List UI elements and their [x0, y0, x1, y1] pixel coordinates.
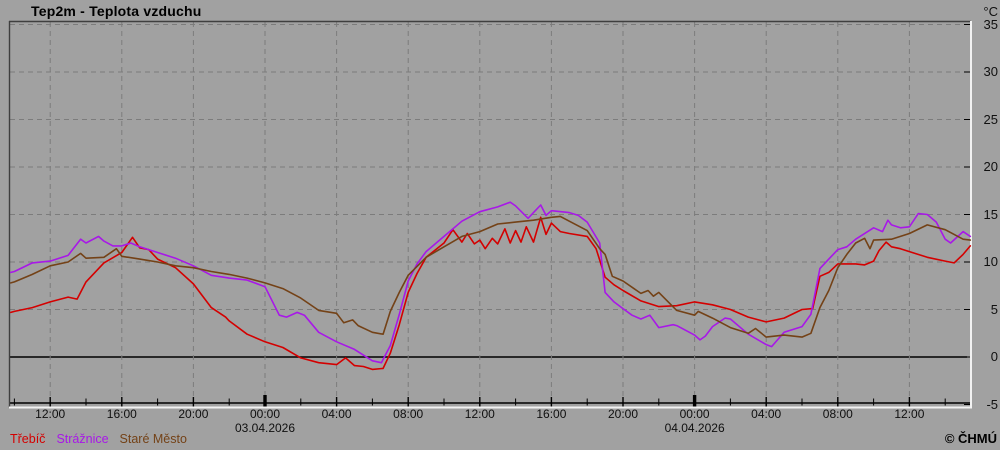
x-tick-label: 00:00: [679, 407, 710, 421]
x-tick-label: 00:00: [249, 407, 281, 421]
x-tick-label: 12:00: [464, 407, 495, 421]
y-tick-label: 30: [983, 64, 998, 79]
series-line-straznice: [10, 201, 972, 364]
y-tick-label: 0: [990, 349, 998, 364]
legend-item-stare-mesto: Staré Město: [119, 432, 187, 446]
x-tick-label: 20:00: [178, 407, 209, 421]
x-tick-label: 16:00: [536, 407, 567, 421]
y-tick-label: 10: [983, 254, 998, 269]
x-tick-label: 08:00: [822, 407, 853, 421]
y-axis-unit-label: °C: [983, 4, 998, 19]
x-tick-label: 04:00: [751, 407, 782, 421]
chart-title: Tep2m - Teplota vzduchu: [31, 3, 202, 19]
y-tick-label: 20: [983, 159, 998, 174]
x-tick-label: 12:00: [35, 407, 66, 421]
y-tick-label: -5: [986, 396, 998, 412]
x-tick-label: 04:00: [321, 407, 352, 421]
legend-item-straznice: Strážnice: [56, 432, 109, 446]
legend-item-trebic: Třebíč: [10, 432, 46, 446]
y-tick-label: 15: [983, 206, 998, 222]
x-tick-label: 08:00: [393, 407, 424, 421]
date-label: 03.04.2026: [234, 421, 296, 435]
legend: Třebíč Strážnice Staré Město: [10, 432, 187, 446]
series-line-trebic: [10, 216, 972, 371]
y-tick-label: 35: [983, 16, 998, 32]
x-tick-label: 20:00: [607, 407, 639, 421]
x-tick-label: 12:00: [894, 407, 925, 421]
x-tick-label: 16:00: [106, 407, 137, 421]
y-tick-label: 5: [990, 301, 998, 317]
date-label: 04.04.2026: [664, 421, 725, 435]
y-tick-label: 25: [983, 111, 998, 127]
copyright-label: © ČHMÚ: [944, 431, 997, 446]
series-line-stare-mesto: [10, 215, 972, 338]
